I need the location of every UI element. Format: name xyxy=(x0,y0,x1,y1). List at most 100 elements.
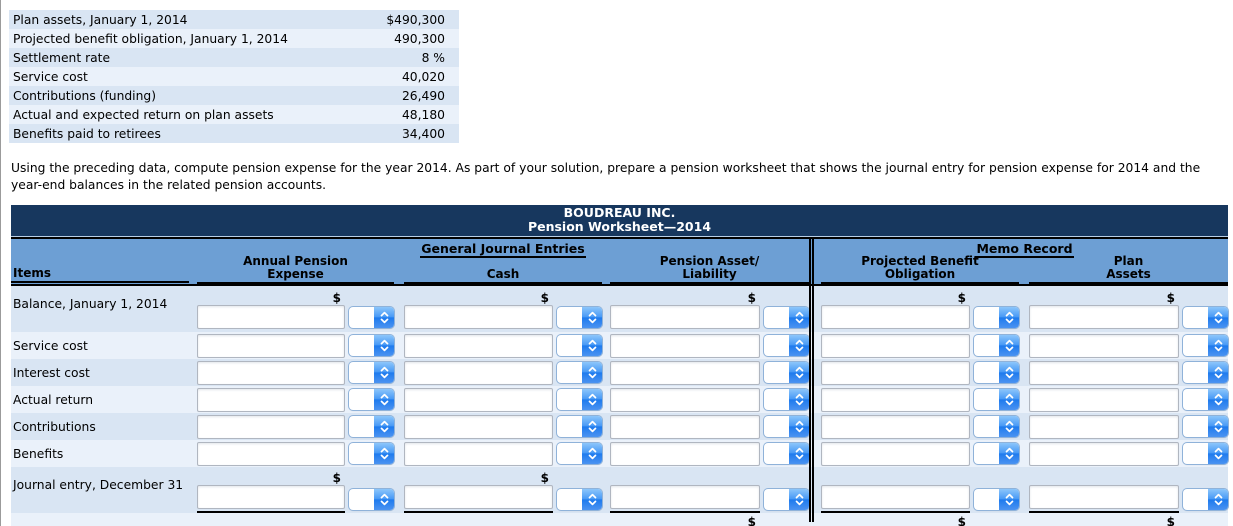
worksheet-row: Actual return xyxy=(11,386,1228,413)
fact-row: Actual and expected return on plan asset… xyxy=(9,105,459,124)
account-select-dropdown[interactable] xyxy=(764,443,809,464)
account-select-dropdown[interactable] xyxy=(349,335,394,356)
chevron-updown-icon xyxy=(999,389,1019,410)
column-headers: Items Annual Pension Expense Cash Pension… xyxy=(11,255,1228,284)
chevron-updown-icon xyxy=(789,389,809,410)
amount-input[interactable] xyxy=(821,333,970,358)
amount-input[interactable] xyxy=(404,414,553,439)
amount-input[interactable] xyxy=(197,333,345,358)
worksheet-cell: $ xyxy=(197,286,394,332)
account-select-dropdown[interactable] xyxy=(1183,488,1228,510)
account-select-dropdown[interactable] xyxy=(764,389,809,410)
amount-input[interactable] xyxy=(821,441,970,466)
amount-input[interactable] xyxy=(1029,333,1179,358)
amount-input[interactable] xyxy=(610,485,760,509)
fact-value: 34,400 xyxy=(401,126,445,141)
amount-input[interactable] xyxy=(821,485,970,509)
account-select-dropdown[interactable] xyxy=(974,416,1019,437)
amount-input[interactable] xyxy=(610,333,760,358)
chevron-updown-icon xyxy=(1208,416,1228,437)
account-select-dropdown[interactable] xyxy=(764,416,809,437)
amount-input[interactable] xyxy=(610,360,760,385)
account-select-dropdown[interactable] xyxy=(349,488,394,510)
amount-input[interactable] xyxy=(1029,360,1179,385)
account-select-dropdown[interactable] xyxy=(1183,335,1228,356)
amount-input[interactable] xyxy=(610,414,760,439)
amount-input[interactable] xyxy=(1029,485,1179,509)
worksheet-cell: $ xyxy=(197,516,394,526)
account-select-dropdown[interactable] xyxy=(557,335,602,356)
chevron-updown-icon xyxy=(582,389,602,410)
account-select-dropdown[interactable] xyxy=(557,488,602,510)
amount-input[interactable] xyxy=(1029,441,1179,466)
chevron-updown-icon xyxy=(582,335,602,356)
account-select-dropdown[interactable] xyxy=(557,443,602,464)
chevron-updown-icon xyxy=(374,362,394,383)
amount-input[interactable] xyxy=(404,387,553,412)
dollar-sign: $ xyxy=(957,291,966,305)
amount-input[interactable] xyxy=(197,441,345,466)
account-select-dropdown[interactable] xyxy=(764,335,809,356)
amount-input[interactable] xyxy=(404,485,553,509)
account-select-dropdown[interactable] xyxy=(349,443,394,464)
worksheet-cell: $ xyxy=(610,467,809,513)
worksheet-cell xyxy=(821,387,1019,412)
account-select-dropdown[interactable] xyxy=(349,389,394,410)
account-select-dropdown[interactable] xyxy=(1183,416,1228,437)
account-select-dropdown[interactable] xyxy=(974,488,1019,510)
worksheet-footer-row: $ $ $ $ $ xyxy=(11,513,1228,526)
worksheet-row: Balance, January 1, 2014 $ $ $ $ $ xyxy=(11,286,1228,332)
account-select-dropdown[interactable] xyxy=(557,416,602,437)
row-label: Contributions xyxy=(13,419,96,434)
worksheet-cell: $ xyxy=(821,515,1019,526)
worksheet-cell xyxy=(610,441,809,466)
amount-input[interactable] xyxy=(404,441,553,466)
amount-input[interactable] xyxy=(1029,305,1179,329)
account-select-dropdown[interactable] xyxy=(557,389,602,410)
chevron-updown-icon xyxy=(374,335,394,356)
worksheet-cell xyxy=(610,387,809,412)
amount-input[interactable] xyxy=(197,387,345,412)
worksheet-cell: $ xyxy=(404,516,602,526)
worksheet-cell xyxy=(404,387,602,412)
amount-input[interactable] xyxy=(610,387,760,412)
account-select-dropdown[interactable] xyxy=(764,488,809,510)
worksheet-cell xyxy=(1029,441,1228,466)
amount-input[interactable] xyxy=(197,485,345,509)
worksheet-cell xyxy=(610,360,809,385)
account-select-dropdown[interactable] xyxy=(1183,362,1228,383)
account-select-dropdown[interactable] xyxy=(764,362,809,383)
account-select-dropdown[interactable] xyxy=(349,306,394,328)
amount-input[interactable] xyxy=(821,414,970,439)
account-select-dropdown[interactable] xyxy=(974,306,1019,328)
pension-facts-table: Plan assets, January 1, 2014 $490,300 Proj… xyxy=(9,10,459,143)
amount-input[interactable] xyxy=(821,387,970,412)
amount-input[interactable] xyxy=(1029,414,1179,439)
fact-label: Actual and expected return on plan asset… xyxy=(13,107,274,122)
account-select-dropdown[interactable] xyxy=(1183,306,1228,328)
account-select-dropdown[interactable] xyxy=(557,362,602,383)
worksheet-row: Journal entry, December 31$$$$$ xyxy=(11,467,1228,513)
account-select-dropdown[interactable] xyxy=(974,335,1019,356)
amount-input[interactable] xyxy=(821,360,970,385)
amount-input[interactable] xyxy=(610,441,760,466)
amount-input[interactable] xyxy=(404,305,553,329)
amount-input[interactable] xyxy=(1029,387,1179,412)
amount-input[interactable] xyxy=(404,333,553,358)
account-select-dropdown[interactable] xyxy=(349,416,394,437)
account-select-dropdown[interactable] xyxy=(974,389,1019,410)
account-select-dropdown[interactable] xyxy=(349,362,394,383)
account-select-dropdown[interactable] xyxy=(764,306,809,328)
amount-input[interactable] xyxy=(610,305,760,329)
account-select-dropdown[interactable] xyxy=(557,306,602,328)
amount-input[interactable] xyxy=(197,360,345,385)
chevron-updown-icon xyxy=(582,443,602,464)
amount-input[interactable] xyxy=(197,305,345,329)
amount-input[interactable] xyxy=(197,414,345,439)
account-select-dropdown[interactable] xyxy=(974,362,1019,383)
amount-input[interactable] xyxy=(821,305,970,329)
account-select-dropdown[interactable] xyxy=(1183,443,1228,464)
account-select-dropdown[interactable] xyxy=(974,443,1019,464)
amount-input[interactable] xyxy=(404,360,553,385)
account-select-dropdown[interactable] xyxy=(1183,389,1228,410)
